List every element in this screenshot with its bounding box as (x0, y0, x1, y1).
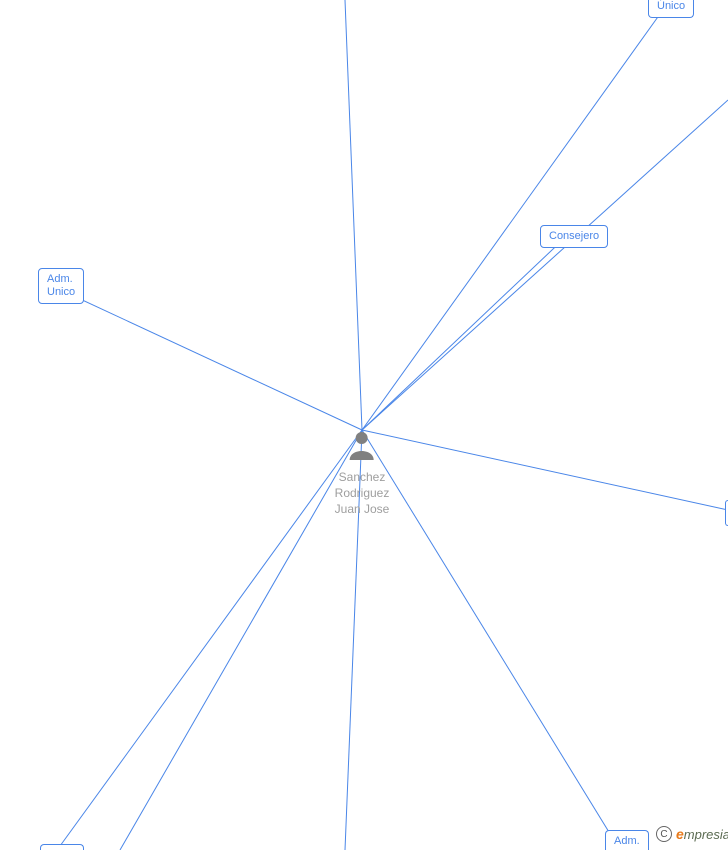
node-consejero[interactable]: Consejero (540, 225, 608, 248)
node-adm-bl[interactable]: Adm. (40, 844, 84, 850)
node-adm-unico[interactable]: Adm. Unico (38, 268, 84, 304)
node-unico[interactable]: Único (648, 0, 694, 18)
center-node-label: Sanchez Rodriguez Juan Jose (335, 469, 390, 518)
center-node[interactable]: Sanchez Rodriguez Juan Jose (335, 430, 390, 518)
brand-label: empresia (676, 826, 728, 842)
network-edges (0, 0, 728, 850)
node-adm-br[interactable]: Adm. (605, 830, 649, 850)
person-icon (348, 430, 376, 460)
copyright-icon: C (656, 826, 672, 842)
copyright: C empresia (656, 826, 728, 842)
